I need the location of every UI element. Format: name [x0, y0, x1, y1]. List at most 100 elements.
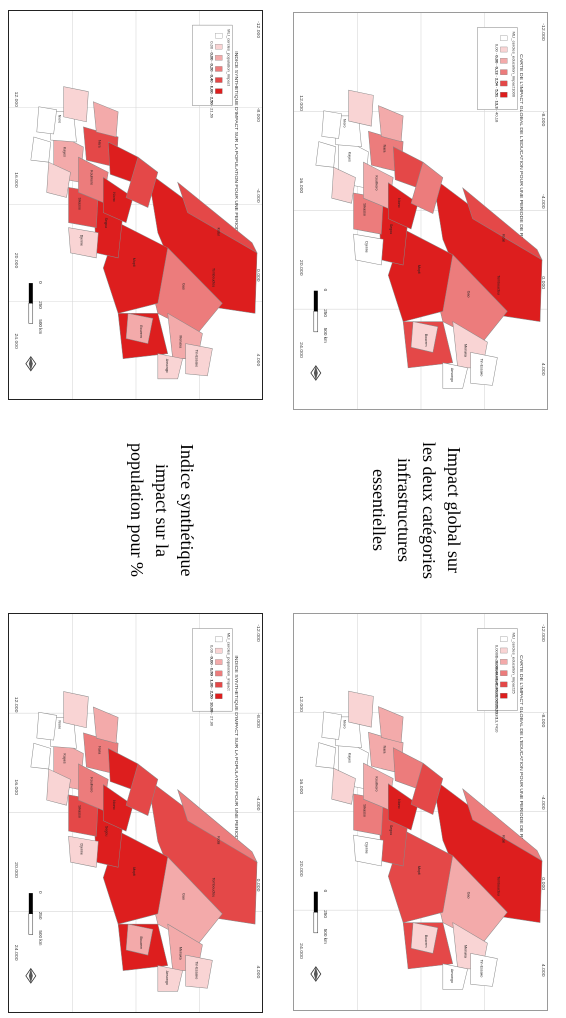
map-title: INDICE SYNTHETIQUE D'IMPACT SUR LA POPUL…	[233, 51, 239, 293]
svg-text:Tin-Essako: Tin-Essako	[480, 960, 484, 978]
region-polygon	[125, 313, 154, 344]
svg-text:Kidal: Kidal	[501, 234, 505, 242]
region-polygon	[103, 784, 134, 832]
svg-text:16.000: 16.000	[13, 172, 19, 188]
country-map	[315, 89, 543, 389]
svg-text:Mopti: Mopti	[417, 866, 421, 875]
region-polygon	[93, 101, 119, 138]
region-polygon	[30, 136, 51, 163]
svg-text:Tombouctou: Tombouctou	[496, 275, 500, 295]
svg-text:Sikasso: Sikasso	[362, 804, 366, 817]
country-map	[315, 690, 543, 990]
region-polygon	[388, 182, 419, 230]
svg-text:MLI_cercles_education_impact10: MLI_cercles_education_impact1000	[511, 32, 516, 98]
legend-swatch	[500, 693, 508, 699]
country-map	[30, 86, 258, 380]
region-polygon	[63, 86, 89, 123]
region-polygon	[442, 362, 468, 389]
map-panel-bottom-left: 12.000 16.000 20.000 24.000 -12.000 -8.0…	[8, 613, 263, 1013]
svg-text:Nioro: Nioro	[343, 720, 347, 729]
svg-text:Menaka: Menaka	[464, 945, 468, 958]
svg-text:-8.000: -8.000	[540, 713, 546, 728]
north-arrow-icon	[310, 966, 322, 982]
svg-text:12.000: 12.000	[13, 697, 19, 713]
svg-text:0.000: 0.000	[255, 269, 261, 282]
svg-text:20.000: 20.000	[13, 862, 19, 878]
svg-text:12.000: 12.000	[298, 95, 304, 111]
legend-label: 0,0000 - 0,0000	[494, 645, 499, 675]
svg-text:20.000: 20.000	[298, 260, 304, 276]
svg-text:Kayes: Kayes	[348, 152, 352, 162]
region-polygon	[378, 706, 404, 743]
svg-text:4.000: 4.000	[255, 354, 261, 367]
svg-text:24.000: 24.000	[13, 945, 19, 961]
svg-text:0: 0	[38, 891, 43, 894]
legend-label: 1,00 - 2,50	[209, 679, 214, 700]
region-polygon	[185, 954, 213, 989]
svg-text:Tin-Essako: Tin-Essako	[480, 359, 484, 377]
legend: MLI_cercles_population_impact 0,00 - 0,0…	[192, 24, 233, 119]
svg-text:Sikasso: Sikasso	[362, 203, 366, 216]
legend-label: 0,40 - 0,80	[209, 74, 214, 94]
region-polygon	[442, 963, 468, 990]
svg-text:-4.000: -4.000	[255, 188, 261, 203]
north-arrow-icon	[310, 365, 322, 381]
region-polygon	[177, 788, 258, 863]
svg-text:16.000: 16.000	[298, 178, 304, 194]
legend-label: 2,50 - 21,59	[209, 97, 214, 119]
legend-swatch	[500, 92, 508, 98]
legend-label: 0,13 - 2,54	[494, 66, 499, 86]
svg-text:-8.000: -8.000	[255, 713, 261, 728]
svg-text:-4.000: -4.000	[540, 795, 546, 810]
region-polygon	[353, 233, 384, 266]
scale-bar: 0 250 500 km	[313, 289, 328, 343]
svg-text:Mopti: Mopti	[132, 867, 136, 876]
region-polygon	[348, 690, 374, 728]
map-panel-bottom-right: 12.000 16.000 20.000 24.000 -12.000 -8.0…	[293, 613, 548, 1011]
svg-text:Gao: Gao	[182, 893, 186, 900]
svg-text:Djenne: Djenne	[364, 241, 368, 252]
svg-text:Tombouctou: Tombouctou	[211, 878, 215, 898]
legend-swatch	[215, 44, 223, 50]
svg-text:-12.000: -12.000	[255, 624, 261, 642]
svg-text:500 km: 500 km	[323, 929, 328, 944]
legend-label: 0,0000 - 0,4480	[494, 656, 499, 686]
x-axis-ticks: 12.000 16.000 20.000 24.000	[298, 95, 304, 358]
svg-text:Niono: Niono	[112, 192, 116, 201]
region-polygon	[410, 922, 439, 954]
svg-text:Segou: Segou	[104, 826, 108, 836]
svg-text:Nara: Nara	[97, 746, 101, 754]
svg-text:Segou: Segou	[389, 825, 393, 835]
svg-text:Tombouctou: Tombouctou	[496, 876, 500, 896]
legend-label: 0,00 - 0,49	[209, 656, 214, 677]
svg-text:0.000: 0.000	[540, 877, 546, 890]
svg-text:4.000: 4.000	[540, 363, 546, 376]
legend-swatch	[215, 693, 223, 699]
svg-text:Ansongo: Ansongo	[450, 368, 454, 382]
svg-text:Tin-Essako: Tin-Essako	[195, 961, 199, 979]
region-polygon	[321, 110, 342, 139]
svg-text:Gao: Gao	[467, 892, 471, 899]
svg-text:Gao: Gao	[182, 283, 186, 290]
region-polygon	[470, 352, 498, 386]
svg-text:Nara: Nara	[97, 140, 101, 148]
legend-label: 1,4630 - 3,0250	[494, 679, 499, 709]
svg-text:500 km: 500 km	[38, 930, 43, 945]
legend-label: 10,00 - 27,90	[209, 702, 214, 727]
svg-text:Niono: Niono	[397, 799, 401, 808]
y-axis-ticks: -12.000 -8.000 -4.000 0.000 4.000	[540, 23, 546, 375]
region-polygon	[125, 763, 159, 816]
region-polygon	[157, 965, 183, 992]
legend-swatch	[500, 69, 508, 75]
legend-swatch	[215, 636, 223, 643]
svg-text:Koulikoro: Koulikoro	[374, 176, 378, 191]
svg-text:12.000: 12.000	[298, 696, 304, 712]
svg-text:Niono: Niono	[397, 198, 401, 207]
svg-text:0: 0	[323, 289, 328, 292]
svg-text:Nara: Nara	[382, 145, 386, 153]
scale-bar: 0 250 500 km	[313, 890, 328, 944]
region-polygon	[331, 166, 356, 204]
svg-text:Koulikoro: Koulikoro	[89, 777, 93, 792]
legend-label: 0,00 - 0,00	[209, 645, 214, 666]
svg-text:MLI_cercles_education_impact25: MLI_cercles_education_impact25	[511, 633, 516, 695]
